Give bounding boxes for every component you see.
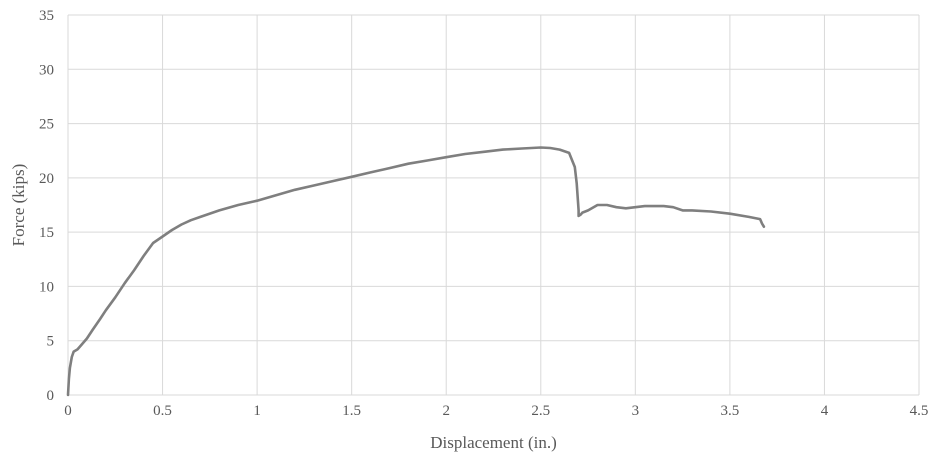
gridlines <box>67 14 920 396</box>
y-tick-label: 10 <box>39 279 54 295</box>
x-tick-label: 3 <box>632 403 640 419</box>
y-tick-label: 15 <box>39 225 54 241</box>
y-axis-title: Force (kips) <box>9 164 28 247</box>
series-line <box>66 146 766 397</box>
x-tick-label: 2.5 <box>531 403 550 419</box>
y-tick-label: 25 <box>39 117 54 133</box>
x-axis-title: Displacement (in.) <box>430 433 557 452</box>
x-tick-label: 1.5 <box>342 403 361 419</box>
y-tick-label: 30 <box>39 62 54 78</box>
x-tick-label: 4 <box>821 403 829 419</box>
y-tick-label: 20 <box>39 171 54 187</box>
x-tick-label: 4.5 <box>910 403 929 419</box>
y-tick-label: 35 <box>39 8 54 24</box>
y-tick-label: 5 <box>47 334 55 350</box>
x-tick-label: 0.5 <box>153 403 172 419</box>
tick-labels: 0 0.5 1 1.5 2 2.5 3 3.5 4 4.5 0 5 10 15 20 25 30 35 <box>39 8 928 419</box>
x-tick-label: 2 <box>442 403 450 419</box>
x-tick-label: 0 <box>64 403 72 419</box>
x-tick-label: 3.5 <box>721 403 740 419</box>
y-tick-label: 0 <box>47 388 55 404</box>
series-layer <box>66 146 766 397</box>
x-tick-label: 1 <box>253 403 261 419</box>
